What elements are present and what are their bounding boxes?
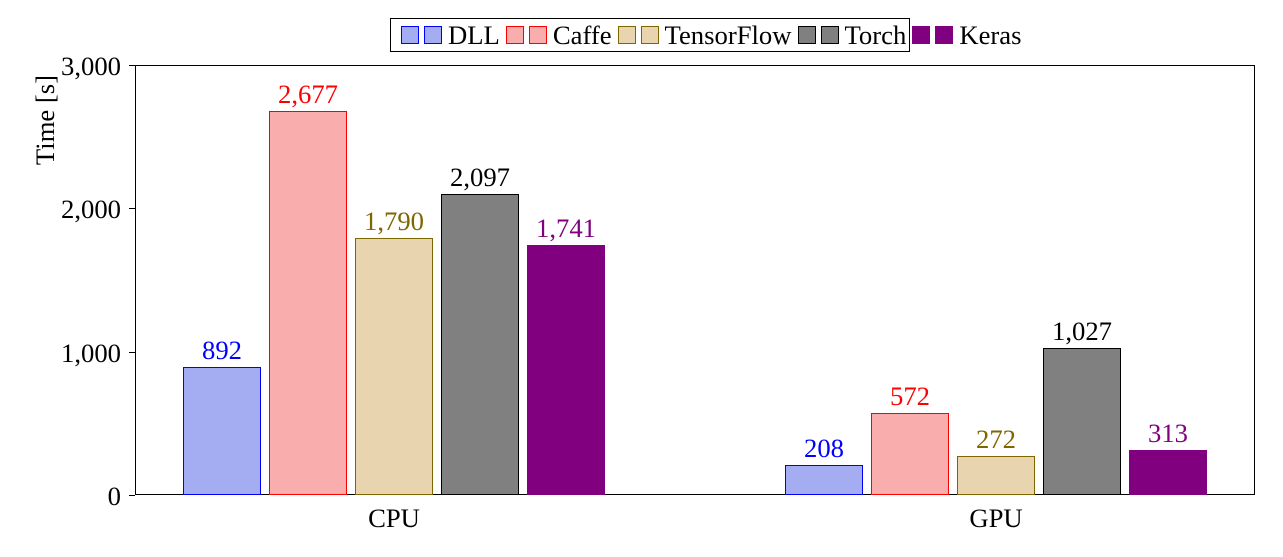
legend-swatch-icon bbox=[912, 26, 930, 44]
legend-label: DLL bbox=[448, 20, 500, 51]
legend-swatch-icon bbox=[529, 26, 547, 44]
legend-swatch-icon bbox=[506, 26, 524, 44]
bar-value-label: 572 bbox=[860, 381, 960, 412]
legend-swatch-icon bbox=[821, 26, 839, 44]
legend-swatch-icon bbox=[935, 26, 953, 44]
bar-torch-gpu bbox=[1043, 348, 1121, 495]
legend: DLLCaffeTensorFlowTorchKeras bbox=[390, 18, 910, 52]
bar-caffe-cpu bbox=[269, 111, 347, 495]
bar-value-label: 2,097 bbox=[430, 162, 530, 193]
legend-swatch-icon bbox=[618, 26, 636, 44]
y-tick-label: 0 bbox=[0, 481, 121, 512]
bar-tensorflow-gpu bbox=[957, 456, 1035, 495]
bar-value-label: 2,677 bbox=[258, 79, 358, 110]
y-tick-mark bbox=[129, 208, 135, 209]
legend-swatch-icon bbox=[401, 26, 419, 44]
legend-item-keras: Keras bbox=[912, 20, 1021, 51]
legend-label: Keras bbox=[959, 20, 1021, 51]
bar-keras-gpu bbox=[1129, 450, 1207, 495]
legend-label: TensorFlow bbox=[665, 20, 792, 51]
y-tick-mark bbox=[129, 352, 135, 353]
bar-caffe-gpu bbox=[871, 413, 949, 495]
bar-value-label: 313 bbox=[1118, 418, 1218, 449]
x-category-label: GPU bbox=[936, 503, 1056, 534]
legend-swatch-icon bbox=[424, 26, 442, 44]
y-axis-label: Time [s] bbox=[30, 0, 61, 335]
legend-item-torch: Torch bbox=[798, 20, 907, 51]
bar-dll-cpu bbox=[183, 367, 261, 495]
x-category-label: CPU bbox=[334, 503, 454, 534]
bar-dll-gpu bbox=[785, 465, 863, 495]
legend-swatch-icon bbox=[641, 26, 659, 44]
y-tick-mark bbox=[129, 495, 135, 496]
bar-value-label: 1,027 bbox=[1032, 316, 1132, 347]
bar-value-label: 208 bbox=[774, 433, 874, 464]
legend-label: Caffe bbox=[553, 20, 612, 51]
bar-value-label: 892 bbox=[172, 335, 272, 366]
legend-label: Torch bbox=[845, 20, 907, 51]
bar-value-label: 272 bbox=[946, 424, 1046, 455]
bar-torch-cpu bbox=[441, 194, 519, 495]
bar-value-label: 1,741 bbox=[516, 213, 616, 244]
y-tick-label: 1,000 bbox=[0, 338, 121, 369]
y-tick-mark bbox=[129, 65, 135, 66]
bar-keras-cpu bbox=[527, 245, 605, 495]
time-bar-chart: 01,0002,0003,000Time [s]CPUGPU8922,6771,… bbox=[0, 0, 1283, 557]
legend-item-caffe: Caffe bbox=[506, 20, 612, 51]
legend-item-tensorflow: TensorFlow bbox=[618, 20, 792, 51]
legend-swatch-icon bbox=[798, 26, 816, 44]
legend-item-dll: DLL bbox=[401, 20, 500, 51]
bar-tensorflow-cpu bbox=[355, 238, 433, 495]
bar-value-label: 1,790 bbox=[344, 206, 444, 237]
